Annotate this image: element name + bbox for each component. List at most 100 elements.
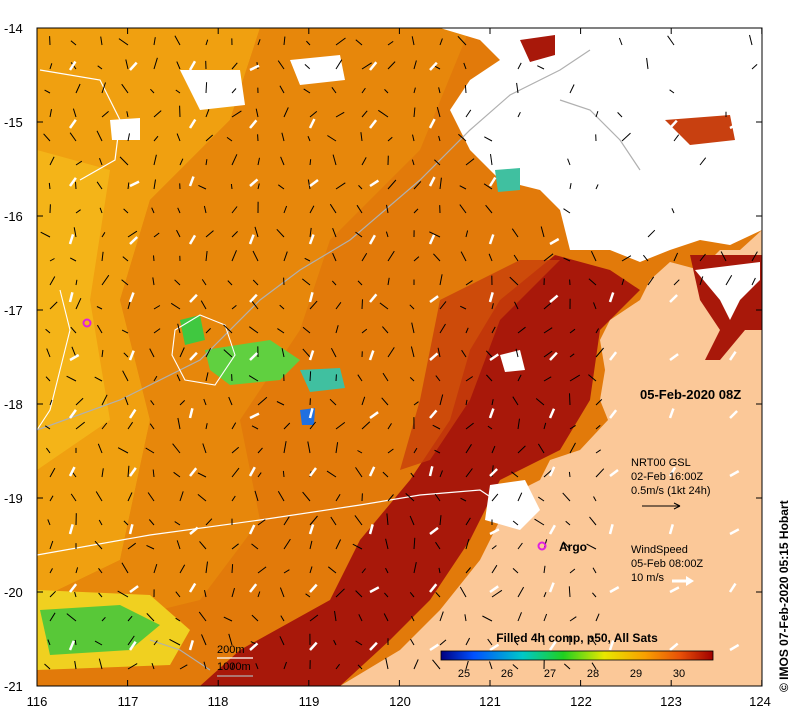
current-vector <box>101 616 106 622</box>
current-vector <box>223 616 233 622</box>
current-vector <box>257 591 261 598</box>
current-vector <box>699 157 707 166</box>
wind-vector <box>189 351 198 361</box>
current-vector <box>175 591 181 598</box>
current-vector <box>413 537 416 550</box>
current-vector <box>205 159 208 166</box>
lon-tick-label: 116 <box>26 694 48 709</box>
current-vector <box>124 396 129 406</box>
lat-tick-label: -19 <box>4 491 23 506</box>
current-vector <box>49 276 56 286</box>
current-vector <box>595 613 600 622</box>
current-vector <box>153 179 156 190</box>
current-vector <box>465 280 473 286</box>
current-vector <box>592 592 597 598</box>
current-vector <box>667 35 675 46</box>
current-vector <box>43 133 51 142</box>
wind-vector <box>668 176 675 187</box>
current-vector <box>595 399 603 406</box>
wind-vector <box>488 118 495 129</box>
current-vector <box>379 302 389 310</box>
current-vector <box>69 132 77 142</box>
wind-vector <box>128 408 137 419</box>
current-vector <box>335 494 341 502</box>
current-vector <box>589 635 597 646</box>
current-vector <box>177 323 181 334</box>
current-vector <box>44 89 51 94</box>
current-vector <box>330 516 337 526</box>
current-vector <box>537 65 545 70</box>
current-vector <box>302 491 311 502</box>
current-vector <box>257 472 262 478</box>
current-vector <box>673 252 679 262</box>
current-vector <box>517 418 520 430</box>
current-vector <box>199 541 207 550</box>
lon-tick-label: 121 <box>479 694 501 709</box>
wind-legend-arrowhead <box>686 576 694 586</box>
current-vector <box>335 182 346 190</box>
wind-vector <box>68 234 75 245</box>
current-vector <box>121 83 129 94</box>
current-vector <box>101 232 106 238</box>
current-vector <box>413 561 417 574</box>
wind-vector <box>309 641 318 651</box>
current-vector <box>283 36 286 46</box>
current-vector <box>355 640 363 646</box>
current-vector <box>49 467 56 478</box>
contour-1000m-b <box>559 99 641 171</box>
current-vector <box>307 136 311 142</box>
current-vector <box>304 64 311 70</box>
wind-vector <box>429 583 438 593</box>
contour-200m-c <box>171 314 236 386</box>
current-vector <box>44 425 51 430</box>
current-vector <box>413 208 419 214</box>
wind-vector <box>308 524 315 535</box>
current-vector <box>439 323 446 334</box>
current-vector <box>543 376 552 382</box>
wind-vector <box>309 179 319 187</box>
current-vector <box>152 469 155 478</box>
wind-vector <box>429 352 439 361</box>
current-vector <box>231 206 238 214</box>
current-vector <box>413 107 416 118</box>
current-vector <box>569 616 577 622</box>
lat-tick-label: -15 <box>4 115 23 130</box>
current-vector <box>101 394 108 406</box>
wind-vector <box>249 642 259 651</box>
current-vector <box>281 132 285 142</box>
current-vector <box>385 567 389 574</box>
current-vector <box>228 396 233 406</box>
current-vector <box>205 82 208 94</box>
current-vector <box>465 399 468 406</box>
current-vector <box>173 471 181 478</box>
current-vector <box>543 422 547 430</box>
current-vector <box>588 278 597 286</box>
current-vector <box>509 276 519 286</box>
wind-vector <box>308 407 314 419</box>
current-vector <box>279 636 285 646</box>
current-vector <box>205 251 208 262</box>
lon-tick-label: 124 <box>749 694 771 709</box>
wind-vector <box>69 353 80 362</box>
current-vector <box>153 328 161 334</box>
current-vector <box>251 425 259 430</box>
wind-vector <box>609 351 618 361</box>
current-vector <box>412 134 415 142</box>
current-vector <box>491 564 498 574</box>
current-vector <box>223 349 233 358</box>
current-legend-arrowhead <box>673 502 681 510</box>
current-vector <box>386 204 389 214</box>
current-vector <box>413 60 417 70</box>
wind-vector <box>609 177 618 187</box>
current-vector <box>148 519 155 526</box>
current-vector <box>491 545 497 550</box>
current-vector <box>569 328 576 334</box>
wind-vector <box>729 470 740 478</box>
current-vector <box>459 305 467 310</box>
current-vector <box>231 446 240 454</box>
current-vector <box>586 543 597 550</box>
current-vector <box>643 254 649 262</box>
current-vector <box>94 376 103 382</box>
current-vector <box>309 540 313 550</box>
